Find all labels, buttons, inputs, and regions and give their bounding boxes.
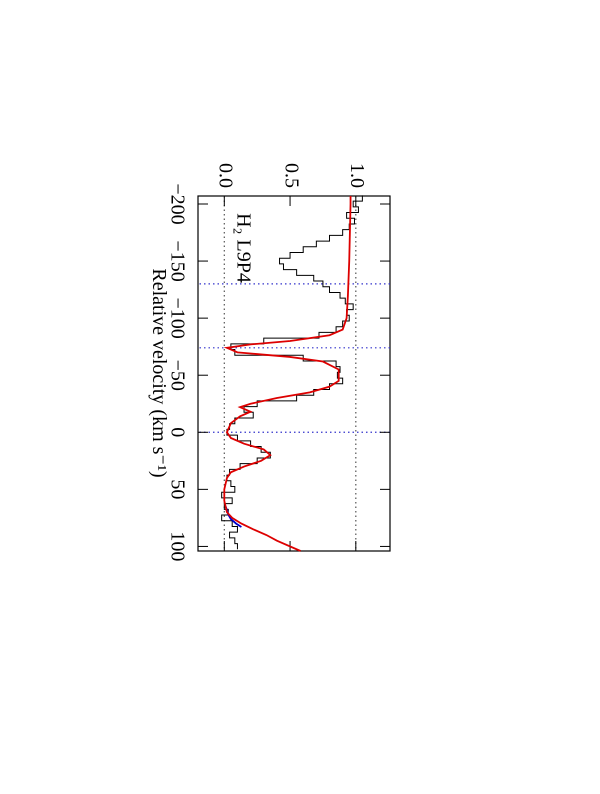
x-tick-label: −200 <box>166 183 188 224</box>
frame <box>197 195 391 552</box>
x-axis-label: Relative velocity (km s⁻¹) <box>148 268 170 477</box>
x-tick-label: 100 <box>166 531 188 561</box>
x-tick-label: −100 <box>166 297 188 338</box>
x-tick-label: 0 <box>166 427 188 437</box>
x-tick-label: −150 <box>166 240 188 281</box>
y-tick-label: 0.0 <box>215 163 237 188</box>
x-tick-label: 50 <box>166 479 188 499</box>
y-tick-label: 0.5 <box>280 163 302 188</box>
plot-area: H₂ L9P4 Relative velocity (km s⁻¹) −200 −… <box>148 163 391 561</box>
model-line <box>223 196 352 552</box>
y-tick-label: 1.0 <box>346 163 368 188</box>
annotation: H₂ L9P4 <box>232 213 254 283</box>
x-tick-label: −50 <box>166 360 188 391</box>
